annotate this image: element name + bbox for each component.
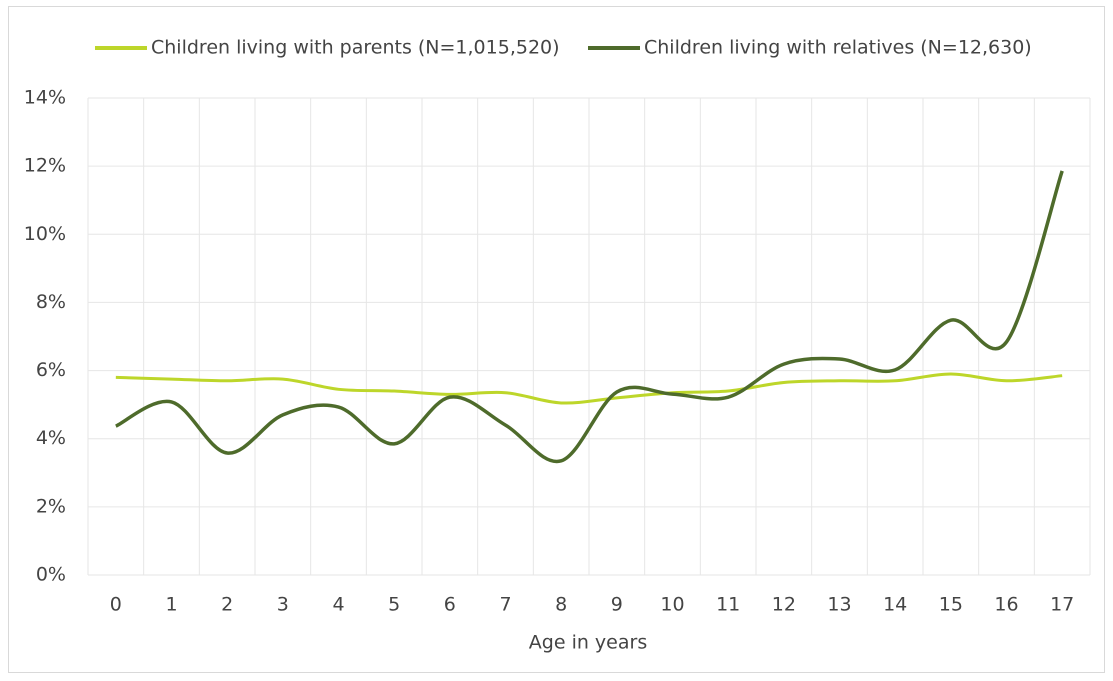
x-tick-label: 17 <box>1050 594 1074 616</box>
y-tick-label: 4% <box>36 427 66 449</box>
x-tick-label: 12 <box>772 594 796 616</box>
x-tick-label: 3 <box>277 594 289 616</box>
x-tick-label: 15 <box>939 594 963 616</box>
x-tick-label: 7 <box>499 594 511 616</box>
x-tick-label: 1 <box>165 594 177 616</box>
legend-label: Children living with relatives (N=12,630… <box>644 37 1032 59</box>
x-tick-label: 13 <box>827 594 851 616</box>
y-tick-label: 10% <box>24 223 66 245</box>
y-tick-label: 0% <box>36 564 66 586</box>
x-tick-label: 14 <box>883 594 907 616</box>
x-tick-label: 5 <box>388 594 400 616</box>
chart-frame <box>8 6 1105 673</box>
y-tick-label: 8% <box>36 291 66 313</box>
y-tick-label: 14% <box>24 87 66 109</box>
x-tick-label: 0 <box>110 594 122 616</box>
x-tick-label: 11 <box>716 594 740 616</box>
x-axis-label: Age in years <box>529 632 647 654</box>
x-tick-label: 2 <box>221 594 233 616</box>
legend-label: Children living with parents (N=1,015,52… <box>151 37 560 59</box>
y-tick-label: 12% <box>24 155 66 177</box>
x-tick-label: 4 <box>332 594 344 616</box>
x-tick-label: 10 <box>660 594 684 616</box>
x-tick-label: 16 <box>994 594 1018 616</box>
series-line <box>115 372 1063 405</box>
x-tick-label: 6 <box>444 594 456 616</box>
y-tick-label: 6% <box>36 359 66 381</box>
y-tick-label: 2% <box>36 495 66 517</box>
series-line <box>115 170 1064 464</box>
x-tick-label: 8 <box>555 594 567 616</box>
x-tick-label: 9 <box>611 594 623 616</box>
